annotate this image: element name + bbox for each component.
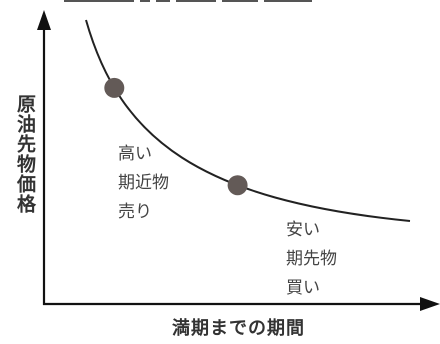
annotation-line: 期近物 [118, 173, 169, 193]
annotation-line: 売り [118, 202, 152, 222]
curve-point-near [104, 77, 125, 98]
annotation-far-month: 安い 期先物 買い [286, 216, 337, 303]
curve-point-far [227, 175, 248, 196]
y-axis-arrow-icon [37, 10, 51, 30]
annotation-line: 買い [286, 278, 320, 298]
y-axis-label: 原油先物価格 [14, 94, 36, 214]
x-axis-arrow-icon [420, 297, 440, 311]
x-axis-label: 満期までの期間 [172, 318, 305, 339]
cropped-title-remnant [64, 0, 356, 2]
annotation-line: 期先物 [286, 249, 337, 269]
price-curve [85, 19, 411, 222]
annotation-line: 高い [118, 144, 152, 164]
annotation-line: 安い [286, 220, 320, 240]
annotation-near-month: 高い 期近物 売り [118, 140, 169, 227]
